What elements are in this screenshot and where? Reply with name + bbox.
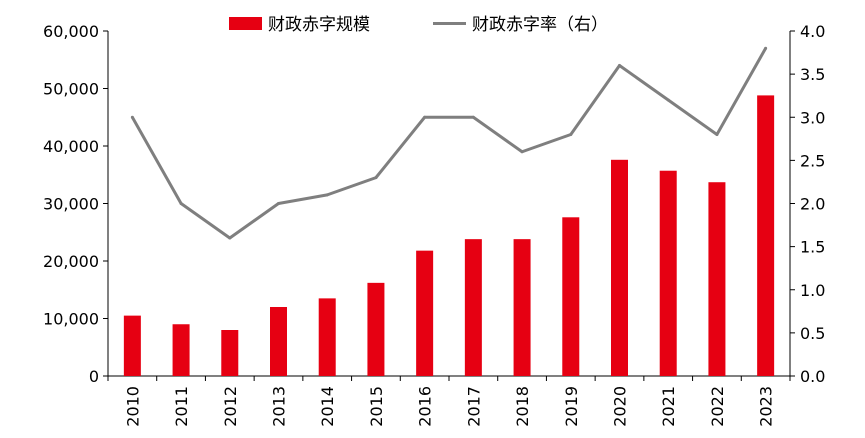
x-tick-label: 2011 — [172, 386, 191, 427]
x-tick-label: 2018 — [513, 386, 532, 427]
bar-2014 — [318, 298, 336, 376]
right-tick-label: 4.0 — [800, 22, 825, 41]
left-tick-label: 10,000 — [43, 310, 99, 329]
x-tick-label: 2013 — [270, 386, 289, 427]
bar-2019 — [562, 217, 580, 376]
legend-line-label: 财政赤字率（右） — [472, 15, 608, 35]
bar-2021 — [659, 170, 677, 376]
x-tick-label: 2010 — [123, 386, 142, 427]
bar-2022 — [708, 182, 726, 376]
left-y-axis: 0 10,000 20,000 30,000 40,000 50,000 60,000 — [43, 22, 109, 386]
bar-2023 — [757, 95, 775, 377]
x-tick-label: 2016 — [416, 386, 435, 427]
line-point-2010 — [130, 115, 134, 119]
line-point-2018 — [520, 150, 524, 154]
left-tick-label: 40,000 — [43, 137, 99, 156]
legend-bar-label: 财政赤字规模 — [268, 15, 370, 35]
line-point-2014 — [325, 193, 329, 197]
left-tick-label: 50,000 — [43, 80, 99, 99]
legend-bar-swatch — [229, 17, 262, 30]
right-y-axis: 0.0 0.5 1.0 1.5 2.0 2.5 3.0 3.5 4.0 — [789, 22, 825, 386]
bar-2010 — [123, 315, 141, 376]
line-series — [130, 46, 768, 240]
line-point-2020 — [618, 64, 621, 67]
bar-2016 — [416, 250, 434, 376]
bar-2012 — [221, 330, 239, 376]
left-tick-label: 20,000 — [43, 252, 99, 271]
x-tick-label: 2021 — [659, 386, 678, 427]
bar-2013 — [270, 307, 287, 376]
left-tick-label: 0 — [89, 367, 99, 386]
right-tick-label: 2.5 — [800, 151, 825, 170]
right-tick-label: 1.5 — [800, 238, 825, 257]
line-point-2023 — [764, 46, 768, 50]
left-tick-label: 60,000 — [43, 22, 99, 41]
legend: 财政赤字规模 财政赤字率（右） — [229, 15, 608, 35]
x-tick-label: 2017 — [464, 386, 483, 427]
x-tick-label: 2012 — [221, 386, 240, 427]
right-tick-label: 0.5 — [800, 324, 825, 343]
bar-2015 — [367, 282, 385, 376]
left-tick-label: 30,000 — [43, 195, 99, 214]
bar-2017 — [464, 239, 482, 376]
line-point-2013 — [277, 202, 280, 205]
x-tick-label: 2019 — [562, 386, 581, 427]
x-tick-label: 2023 — [757, 386, 776, 427]
right-tick-label: 3.0 — [800, 108, 825, 127]
x-tick-label: 2015 — [367, 386, 386, 427]
line-point-2015 — [374, 176, 378, 180]
line-point-2022 — [715, 133, 719, 136]
x-tick-label: 2014 — [318, 386, 337, 427]
bar-2018 — [513, 239, 531, 376]
bar-series — [123, 95, 775, 377]
line-point-2017 — [471, 115, 475, 119]
deficit-rate-line — [131, 47, 767, 240]
right-tick-label: 1.0 — [800, 281, 825, 300]
right-tick-label: 0.0 — [800, 367, 825, 386]
line-point-2012 — [228, 236, 232, 240]
bar-2020 — [611, 159, 628, 376]
line-point-2021 — [666, 98, 670, 102]
bar-2011 — [172, 324, 190, 376]
right-tick-label: 2.0 — [800, 195, 825, 214]
right-tick-label: 3.5 — [800, 65, 825, 84]
x-tick-label: 2020 — [611, 386, 630, 427]
line-point-2011 — [179, 202, 183, 205]
x-axis: 2010 2011 2012 2013 2014 2015 2016 2017 2018 2019… — [107, 375, 791, 427]
line-point-2019 — [569, 133, 573, 136]
line-point-2016 — [423, 115, 427, 119]
x-tick-label: 2022 — [708, 386, 727, 427]
